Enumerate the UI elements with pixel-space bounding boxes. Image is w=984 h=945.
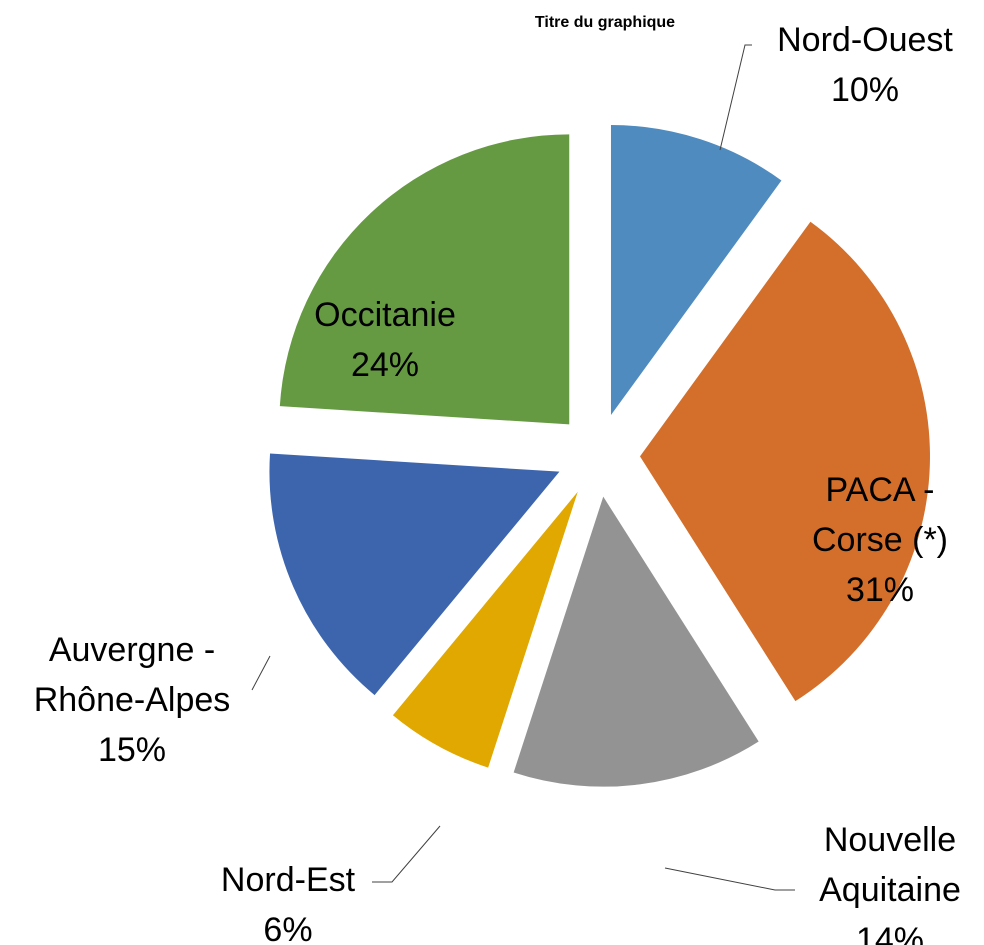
slice-label: PACA - Corse (*) 31% xyxy=(795,465,965,615)
slice-label: Nouvelle Aquitaine 14% xyxy=(805,815,975,945)
value-label: 31% xyxy=(845,571,915,609)
slice-label: Nord-Ouest 10% xyxy=(735,15,984,115)
pie-slice xyxy=(610,125,782,416)
slice-label: Auvergne - Rhône-Alpes 15% xyxy=(7,625,257,775)
pie-slice xyxy=(392,491,578,768)
pie-slice xyxy=(279,134,570,425)
value-label: 6% xyxy=(263,911,313,945)
slice-label: Occitanie 24% xyxy=(285,290,485,390)
value-label: 10% xyxy=(830,71,900,109)
category-label: Auvergne - Rhône-Alpes xyxy=(33,631,231,719)
value-label: 14% xyxy=(855,921,925,945)
value-label: 24% xyxy=(350,346,420,384)
chart-title: Titre du graphique xyxy=(534,14,676,31)
slice-label: Nord-Est 6% xyxy=(188,855,388,945)
leader-line xyxy=(372,825,441,883)
category-label: Nouvelle Aquitaine xyxy=(819,821,961,909)
pie-slice xyxy=(269,453,560,696)
leader-line xyxy=(664,867,795,891)
slices xyxy=(269,125,930,787)
value-label: 15% xyxy=(97,731,167,769)
leader-line xyxy=(251,655,271,691)
leader-line xyxy=(719,44,752,151)
category-label: PACA - Corse (*) xyxy=(811,471,949,559)
pie-slice xyxy=(639,221,930,702)
category-label: Nord-Est xyxy=(220,861,356,899)
category-label: Occitanie xyxy=(314,296,456,334)
pie-slice xyxy=(513,496,759,787)
category-label: Nord-Ouest xyxy=(777,21,953,59)
